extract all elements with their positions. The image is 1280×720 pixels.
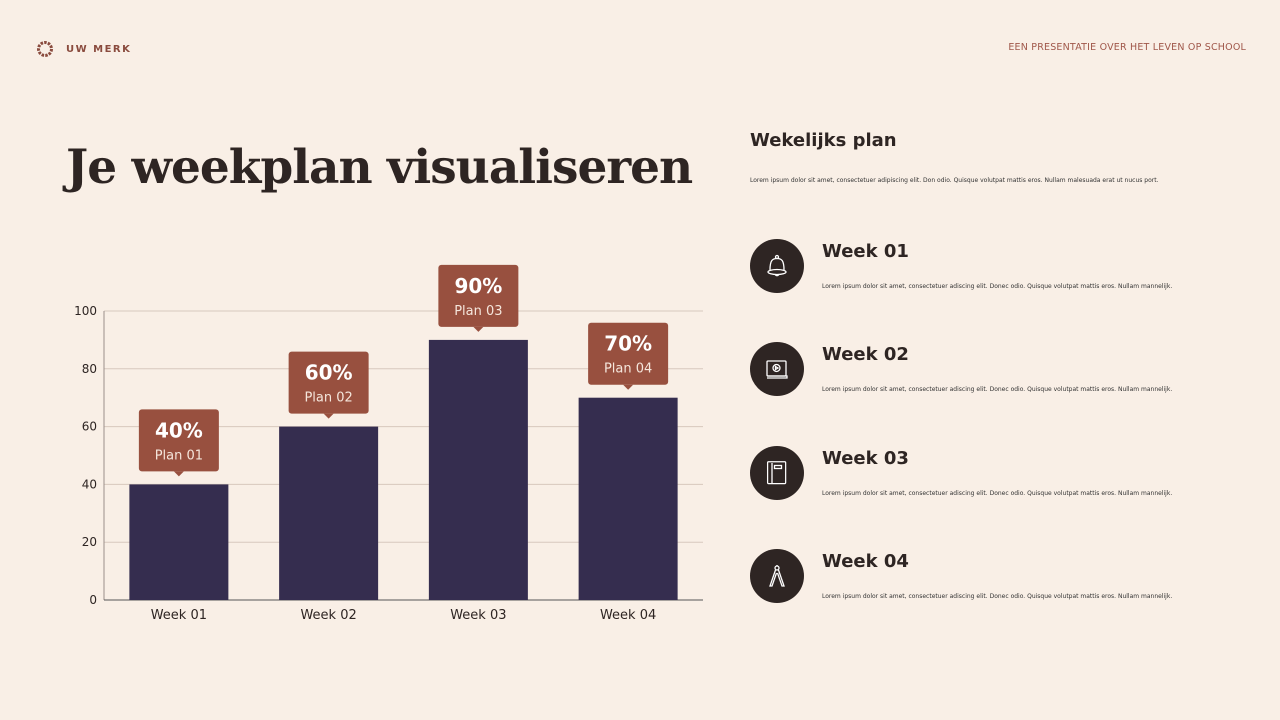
bar — [129, 484, 229, 600]
week-title: Week 02 — [822, 344, 909, 365]
y-tick-label: 20 — [82, 535, 97, 549]
x-tick-label: Week 02 — [300, 608, 356, 623]
data-label: 90% — [454, 274, 502, 298]
week-text: Lorem ipsum dolor sit amet, consectetuer… — [822, 283, 1173, 290]
brand-logo-icon — [37, 41, 53, 57]
y-tick-label: 100 — [74, 304, 97, 318]
week-text: Lorem ipsum dolor sit amet, consectetuer… — [822, 593, 1173, 600]
bar — [578, 397, 678, 600]
y-tick-label: 0 — [89, 593, 97, 607]
data-label-callout — [588, 322, 669, 385]
callout-pointer — [173, 471, 184, 477]
x-tick-label: Week 01 — [151, 608, 207, 623]
bar — [279, 426, 379, 600]
plan-label: Plan 01 — [155, 448, 203, 463]
presentation-subtitle: EEN PRESENTATIE OVER HET LEVEN OP SCHOOL — [1008, 42, 1246, 53]
week-title: Week 03 — [822, 448, 909, 469]
plan-label: Plan 03 — [454, 304, 502, 319]
x-tick-label: Week 03 — [450, 608, 506, 623]
data-label-callout — [138, 409, 219, 472]
data-label: 60% — [305, 361, 353, 385]
callout-pointer — [323, 413, 334, 419]
week-item: Week 01 Lorem ipsum dolor sit amet, cons… — [750, 239, 1230, 295]
callout-pointer — [473, 326, 484, 332]
side-description: Lorem ipsum dolor sit amet, consectetuer… — [750, 177, 1159, 184]
week-text: Lorem ipsum dolor sit amet, consectetuer… — [822, 490, 1173, 497]
data-label-callout — [288, 351, 369, 414]
plan-label: Plan 04 — [604, 362, 652, 377]
week-text: Lorem ipsum dolor sit amet, consectetuer… — [822, 386, 1173, 393]
y-tick-label: 40 — [82, 477, 97, 491]
side-title: Wekelijks plan — [750, 130, 897, 151]
week-item: Week 03 Lorem ipsum dolor sit amet, cons… — [750, 446, 1230, 502]
bar — [428, 339, 528, 600]
data-label-callout — [438, 264, 519, 327]
data-label: 40% — [155, 418, 203, 442]
brand-name: UW MERK — [66, 43, 132, 55]
week-item: Week 04 Lorem ipsum dolor sit amet, cons… — [750, 549, 1230, 605]
book-icon — [750, 446, 804, 500]
bar-chart: 0 20 40 60 80 100 Week 01 40% Plan 01 Week 02 60% P… — [74, 264, 703, 623]
page-title: Je weekplan visualiseren — [66, 140, 693, 195]
x-tick-label: Week 04 — [600, 608, 656, 623]
data-label: 70% — [604, 332, 652, 356]
bell-icon — [750, 239, 804, 293]
week-title: Week 04 — [822, 551, 909, 572]
callout-pointer — [623, 384, 634, 390]
brand: UW MERK — [36, 40, 131, 58]
y-tick-label: 80 — [82, 362, 97, 376]
plan-label: Plan 02 — [304, 391, 352, 406]
video-laptop-icon — [750, 342, 804, 396]
week-title: Week 01 — [822, 241, 909, 262]
week-item: Week 02 Lorem ipsum dolor sit amet, cons… — [750, 342, 1230, 398]
compass-icon — [750, 549, 804, 603]
y-tick-label: 60 — [82, 420, 97, 434]
